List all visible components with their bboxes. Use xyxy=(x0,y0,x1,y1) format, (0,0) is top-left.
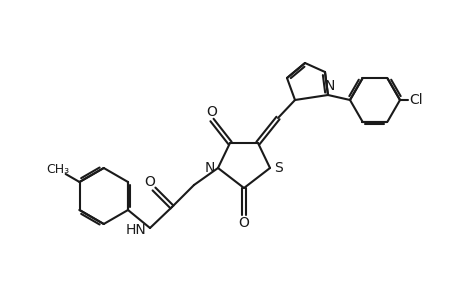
Text: N: N xyxy=(204,161,215,175)
Text: O: O xyxy=(206,105,217,119)
Text: O: O xyxy=(238,216,249,230)
Text: HN: HN xyxy=(125,223,146,237)
Text: O: O xyxy=(144,175,155,189)
Text: CH₃: CH₃ xyxy=(46,163,69,176)
Text: Cl: Cl xyxy=(409,93,422,107)
Text: N: N xyxy=(324,79,335,93)
Text: S: S xyxy=(274,161,283,175)
